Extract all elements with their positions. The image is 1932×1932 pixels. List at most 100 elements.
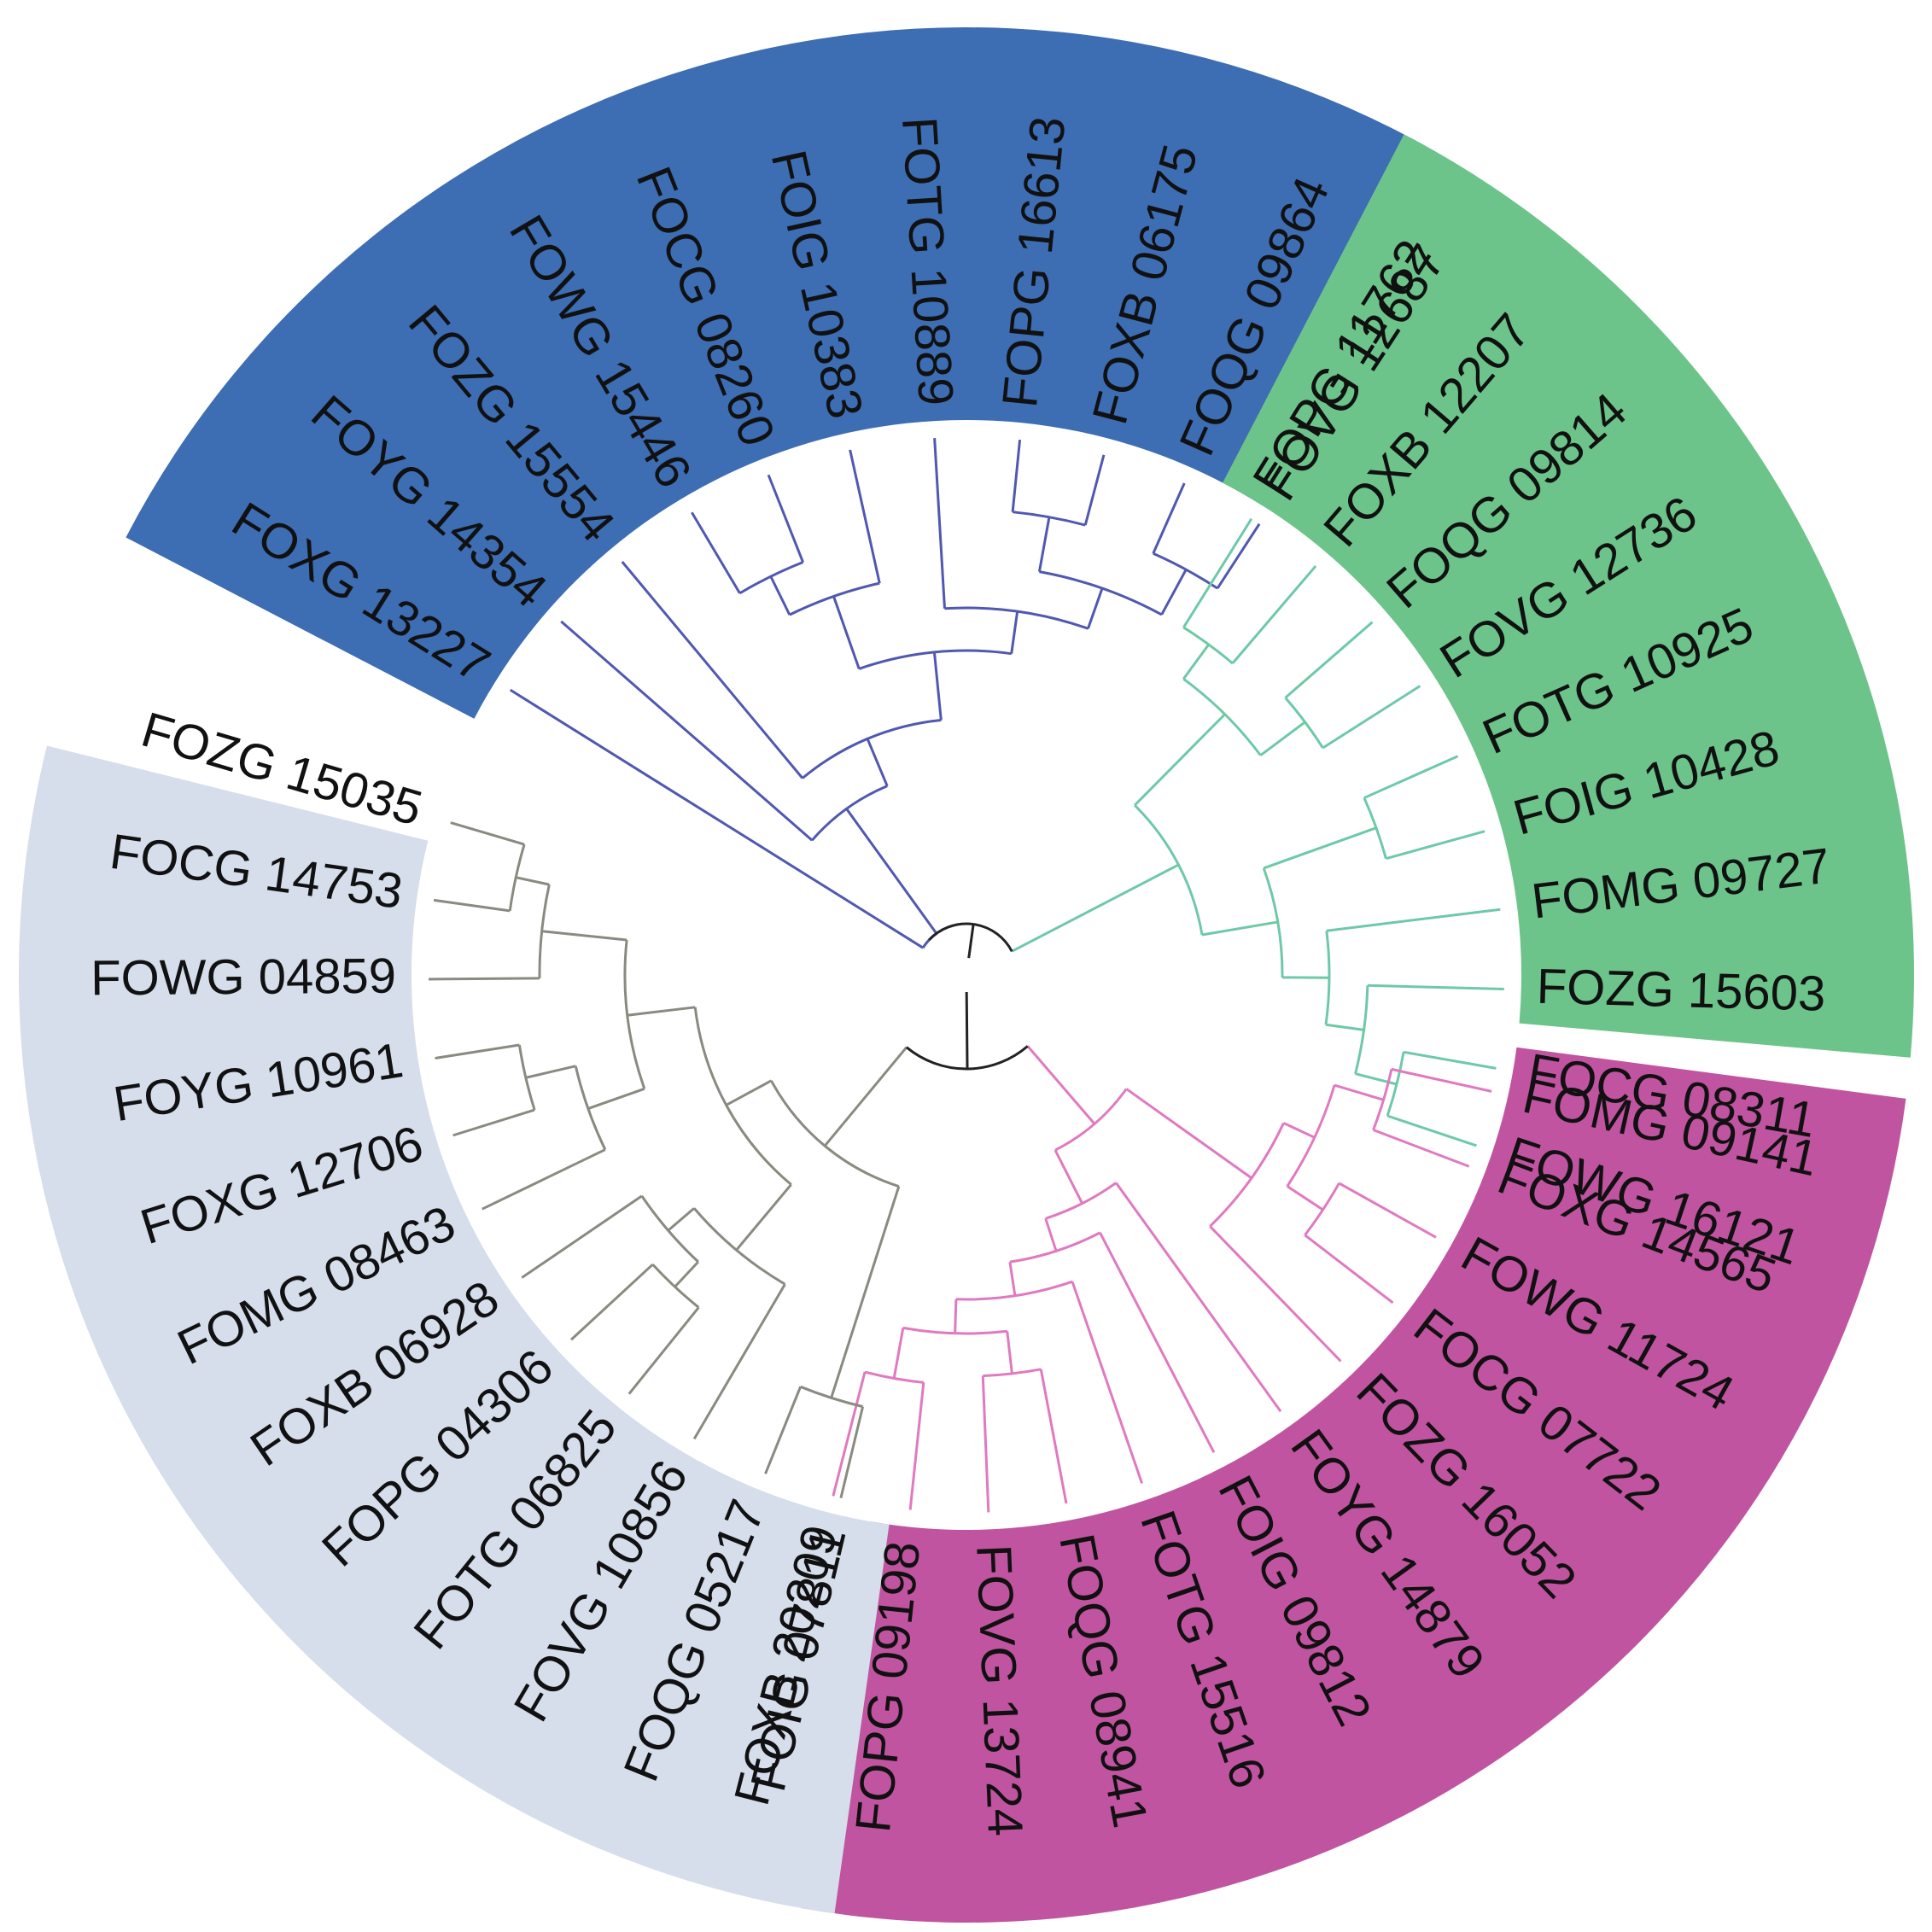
branch-line xyxy=(769,575,791,616)
clade-band-green xyxy=(1223,134,1914,1058)
branch-line xyxy=(1099,1232,1216,1454)
branch-line xyxy=(1216,522,1261,589)
branch-line xyxy=(1006,1331,1013,1375)
branch-line xyxy=(627,1306,700,1395)
branch-line xyxy=(521,1194,643,1279)
branch-line xyxy=(1071,1281,1144,1484)
branch-line xyxy=(627,1006,696,1017)
branch-line xyxy=(1083,454,1106,526)
branch-arc xyxy=(1354,985,1369,1075)
branch-line xyxy=(830,1186,901,1398)
branch-line xyxy=(1160,569,1188,616)
branch-line xyxy=(735,1183,792,1252)
branch-line xyxy=(621,561,804,779)
branch-line xyxy=(1026,1045,1096,1125)
branch-line xyxy=(1263,826,1377,870)
branch-line xyxy=(1087,587,1104,629)
leaf-label: FOZG 15603 xyxy=(1536,959,1826,1022)
branch-line xyxy=(832,1371,867,1497)
branch-line xyxy=(908,1382,925,1510)
branch-line xyxy=(1355,1072,1398,1086)
branch-line xyxy=(674,1260,699,1288)
clade-band-magenta xyxy=(802,1047,1906,1923)
branch-line xyxy=(541,930,627,942)
branch-line xyxy=(1054,1149,1083,1205)
branch-line xyxy=(849,449,881,584)
branch-line xyxy=(845,808,938,935)
branch-line xyxy=(1152,482,1186,554)
branch-line xyxy=(1373,1129,1470,1168)
branch-line xyxy=(1011,863,1180,953)
branch-arc xyxy=(538,884,551,978)
branch-line xyxy=(515,876,550,886)
branch-line xyxy=(691,511,741,594)
branch-line xyxy=(450,821,525,846)
branch-line xyxy=(1231,564,1317,664)
root-stem xyxy=(965,991,969,1070)
branch-line xyxy=(1008,1261,1017,1296)
clade-band-blue xyxy=(125,27,1476,719)
branch-line xyxy=(435,1043,520,1059)
branch-line xyxy=(1391,1067,1492,1093)
branch-line xyxy=(1125,1088,1252,1180)
branch-line xyxy=(1182,517,1253,628)
branch-arc xyxy=(1182,626,1234,665)
branch-arc xyxy=(1304,1182,1340,1236)
branch-line xyxy=(1338,1182,1437,1239)
branch-line xyxy=(1403,1050,1497,1070)
branch-line xyxy=(1209,1225,1342,1363)
branch-line xyxy=(509,688,924,949)
branch-arc xyxy=(651,1264,700,1309)
branch-line xyxy=(433,898,511,913)
leaf-label: FOWG 04859 xyxy=(90,948,396,1007)
branch-line xyxy=(1367,984,1504,990)
branch-line xyxy=(1134,713,1226,807)
branch-line xyxy=(1334,1083,1384,1101)
branch-line xyxy=(1284,621,1374,699)
branch-line xyxy=(933,438,946,609)
branch-line xyxy=(767,474,804,563)
branch-line xyxy=(482,1148,606,1211)
branch-line xyxy=(1182,644,1211,680)
branch-arc xyxy=(944,606,1089,630)
branch-line xyxy=(1010,610,1019,654)
branch-line xyxy=(1363,755,1459,799)
branch-line xyxy=(587,1087,645,1111)
branch-line xyxy=(725,1079,773,1106)
branch-line xyxy=(1326,908,1501,932)
branch-line xyxy=(954,1299,958,1334)
clade-bands xyxy=(18,27,1914,1923)
branch-line xyxy=(1044,1217,1058,1252)
branch-line xyxy=(1325,1023,1364,1031)
branch-line xyxy=(667,1207,696,1232)
branch-line xyxy=(525,1065,576,1079)
branch-arc xyxy=(574,1065,607,1151)
branch-line xyxy=(1259,721,1306,756)
branch-line xyxy=(1304,1234,1394,1305)
branch-line xyxy=(832,595,861,669)
branch-line xyxy=(560,620,814,842)
branch-line xyxy=(866,738,889,787)
branch-line xyxy=(1011,439,1022,512)
clade-band-gray xyxy=(18,745,890,1914)
branch-line xyxy=(1286,1185,1324,1211)
branch-line xyxy=(764,1386,803,1474)
branch-line xyxy=(1037,517,1051,572)
branch-line xyxy=(981,1375,990,1513)
branch-line xyxy=(932,651,943,721)
branch-line xyxy=(1201,920,1279,937)
branch-arc xyxy=(1009,1231,1101,1264)
branch-line xyxy=(839,1406,865,1498)
branch-line xyxy=(692,1283,786,1440)
leaf-label: FOVG 13724 xyxy=(966,1544,1033,1837)
branch-line xyxy=(429,977,540,981)
branch-line xyxy=(1282,1122,1316,1139)
tree-branches xyxy=(429,438,1504,1513)
branch-line xyxy=(1115,1182,1282,1413)
branch-line xyxy=(569,1263,654,1341)
branch-line xyxy=(1386,1114,1477,1147)
branch-line xyxy=(1322,685,1421,750)
branch-arc xyxy=(1286,1084,1336,1188)
root-stem xyxy=(967,924,975,959)
